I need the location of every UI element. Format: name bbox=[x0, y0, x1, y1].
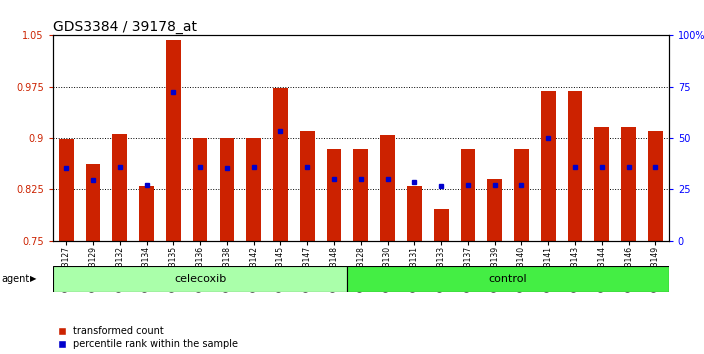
Bar bbox=[347, 266, 669, 292]
Bar bbox=[648, 131, 662, 241]
Bar bbox=[273, 88, 288, 241]
Legend: transformed count, percentile rank within the sample: transformed count, percentile rank withi… bbox=[58, 326, 238, 349]
Text: ▶: ▶ bbox=[30, 274, 36, 283]
Bar bbox=[487, 179, 502, 241]
Bar bbox=[541, 91, 555, 241]
Text: control: control bbox=[489, 274, 527, 284]
Bar bbox=[59, 139, 73, 241]
Text: celecoxib: celecoxib bbox=[174, 274, 226, 284]
Text: GDS3384 / 39178_at: GDS3384 / 39178_at bbox=[53, 21, 197, 34]
Bar bbox=[166, 40, 181, 241]
Bar bbox=[621, 127, 636, 241]
Bar bbox=[327, 149, 341, 241]
Bar bbox=[300, 131, 315, 241]
Bar bbox=[460, 149, 475, 241]
Bar bbox=[139, 186, 154, 241]
Bar bbox=[220, 138, 234, 241]
Bar bbox=[514, 149, 529, 241]
Bar bbox=[53, 266, 347, 292]
Bar bbox=[594, 127, 609, 241]
Text: agent: agent bbox=[1, 274, 30, 284]
Bar bbox=[353, 149, 368, 241]
Bar bbox=[246, 138, 261, 241]
Bar bbox=[193, 138, 208, 241]
Bar bbox=[567, 91, 582, 241]
Bar bbox=[380, 135, 395, 241]
Bar bbox=[86, 164, 101, 241]
Bar bbox=[434, 209, 448, 241]
Bar bbox=[113, 134, 127, 241]
Bar bbox=[407, 186, 422, 241]
